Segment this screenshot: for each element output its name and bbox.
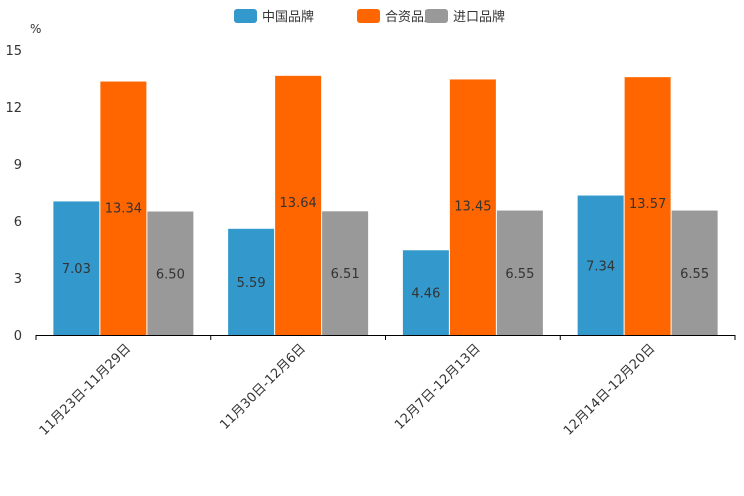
legend-swatch[interactable] [357,9,380,23]
y-tick-label: 3 [14,272,22,287]
data-label: 7.34 [586,259,615,274]
bar[interactable] [402,250,449,335]
data-label: 6.55 [680,267,709,282]
y-axis-unit: % [30,22,41,36]
legend-swatch[interactable] [234,9,257,23]
data-label: 13.34 [105,202,142,217]
data-label: 6.50 [156,267,185,282]
data-label: 7.03 [62,262,91,277]
category-label: 11月30日-12月6日 [217,341,309,433]
data-label: 4.46 [411,287,440,302]
y-tick-label: 15 [5,44,22,59]
data-label: 6.51 [331,267,360,282]
x-axis: 11月23日-11月29日 11月30日-12月6日 12月7日-12月13日 12月… [35,335,736,439]
bar[interactable] [624,77,671,336]
data-label: 5.59 [237,276,266,291]
bar[interactable] [100,81,147,335]
data-label: 6.55 [505,267,534,282]
bar[interactable] [275,75,322,335]
y-axis: 0 3 6 9 12 15 [5,44,22,344]
y-tick-label: 0 [14,329,22,344]
legend-label[interactable]: 进口品牌 [453,9,505,25]
y-tick-label: 12 [5,101,22,116]
legend-swatch[interactable] [425,9,448,23]
bars [53,75,718,336]
bar[interactable] [671,210,718,335]
bar[interactable] [53,201,100,335]
y-tick-label: 9 [14,158,22,173]
legend-label[interactable]: 中国品牌 [262,9,314,25]
legend-label[interactable]: 合资品牌 [385,9,437,25]
bar[interactable] [228,228,275,335]
bar[interactable] [449,79,496,335]
bar[interactable] [496,210,543,335]
bar[interactable] [577,195,624,335]
data-label: 13.45 [454,199,491,214]
data-label: 13.57 [629,197,666,212]
legend: 中国品牌 合资品牌 进口品牌 [234,9,505,25]
bar[interactable] [147,211,194,336]
bar[interactable] [322,211,369,335]
category-label: 12月14日-12月20日 [561,341,658,438]
category-label: 11月23日-11月29日 [37,341,134,438]
data-labels: 7.03 13.34 6.50 5.59 13.64 6.51 4.46 13.45 6.55 7… [62,196,709,302]
data-label: 13.64 [280,196,317,211]
category-label: 12月7日-12月13日 [392,341,484,433]
y-tick-label: 6 [14,215,22,230]
